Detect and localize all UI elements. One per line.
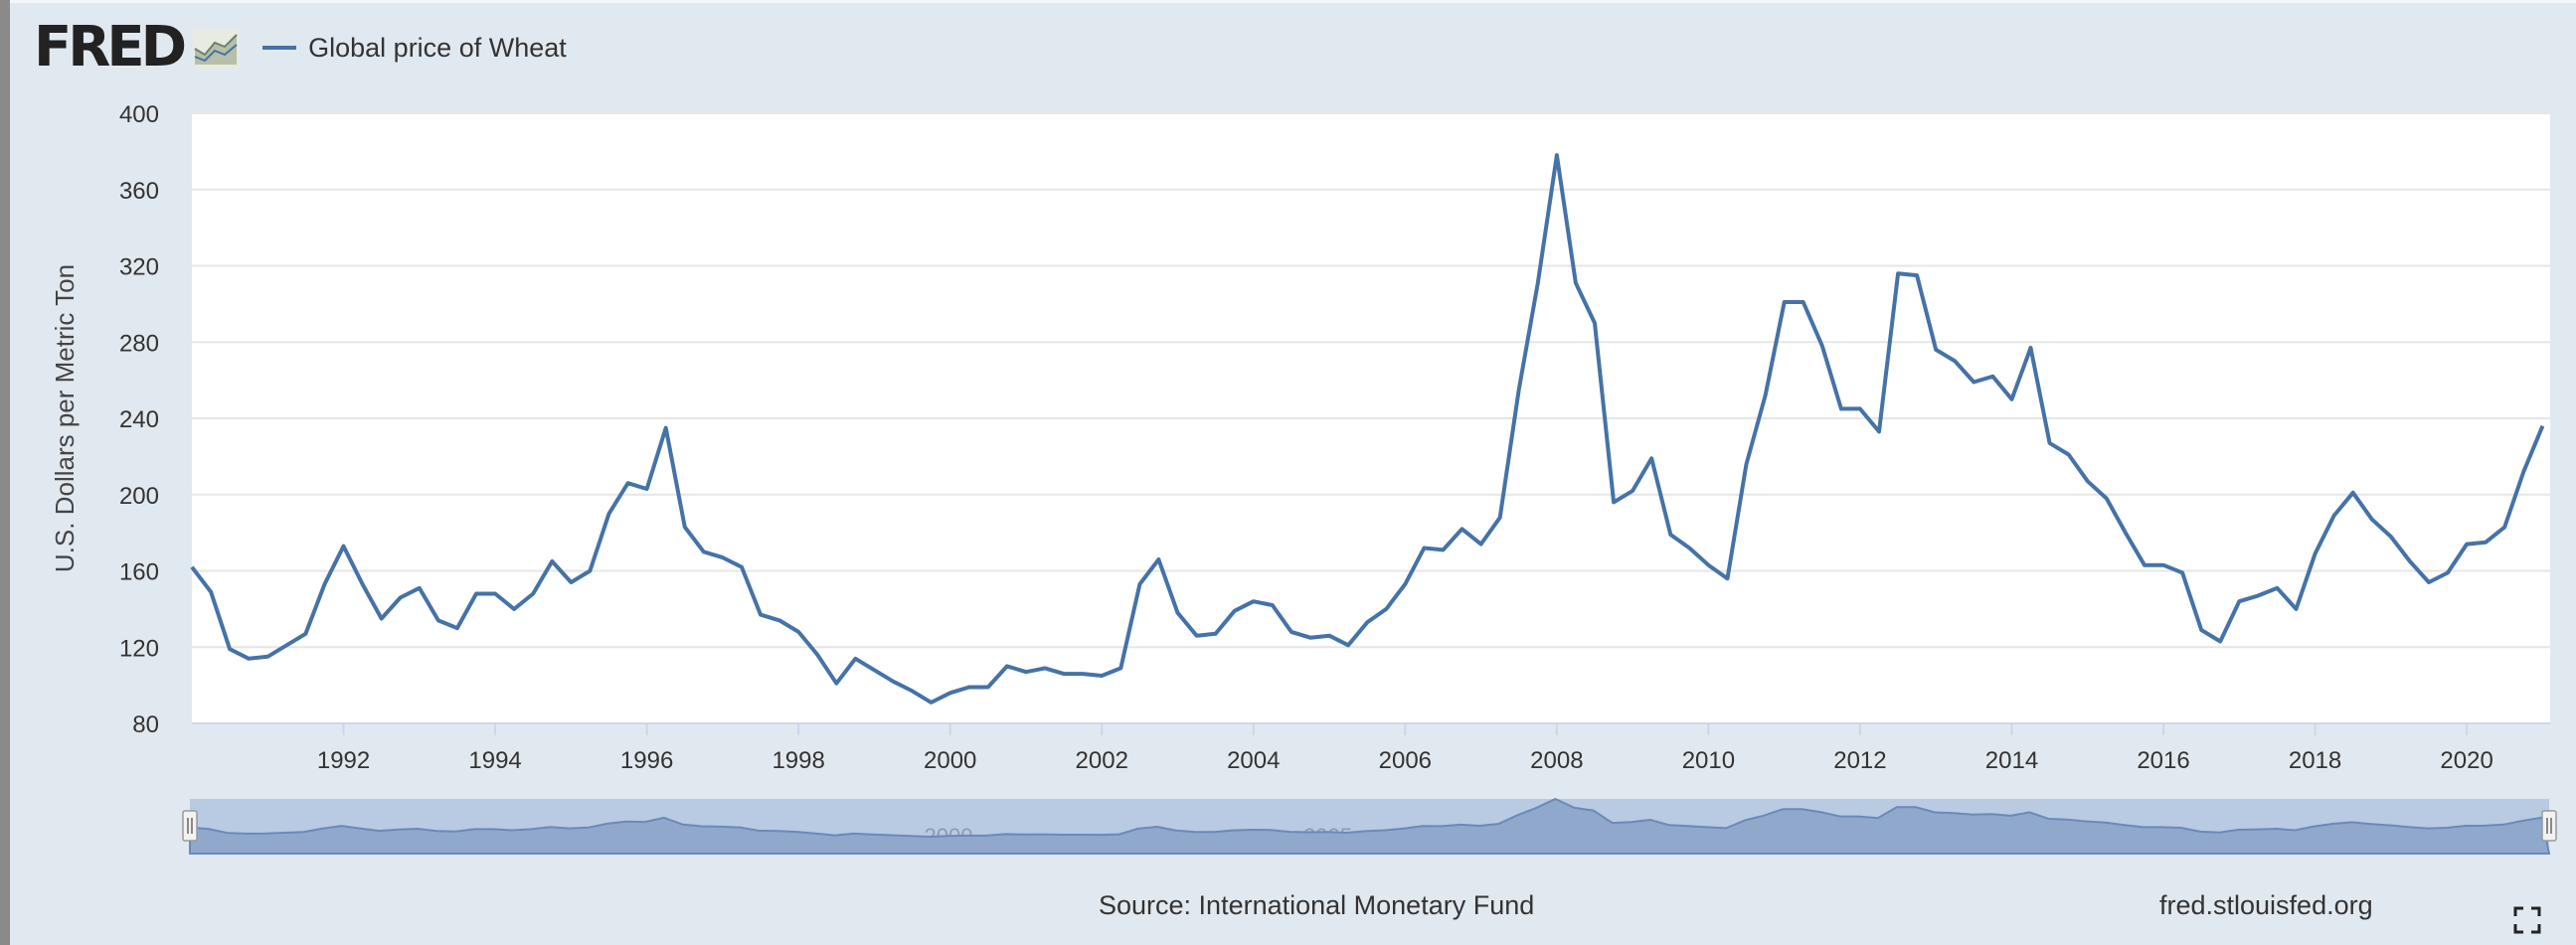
y-tick-label: 200 [119, 483, 159, 510]
x-tick-label: 2012 [1833, 747, 1886, 774]
x-tick-label: 2016 [2137, 747, 2189, 774]
chart-header: FRED Global price of Wheat [34, 18, 567, 78]
x-tick-label: 2000 [924, 747, 976, 774]
y-tick-label: 160 [119, 559, 159, 586]
y-tick-label: 240 [119, 406, 159, 433]
x-tick-label: 2020 [2440, 747, 2492, 774]
x-tick-label: 1998 [772, 747, 824, 774]
legend-label: Global price of Wheat [308, 32, 567, 63]
x-tick-label: 2010 [1682, 747, 1735, 774]
grid-lines [192, 112, 2550, 724]
window-left-edge [0, 0, 10, 945]
source-note: Source: International Monetary Fund [1099, 890, 1535, 920]
x-tick-label: 2002 [1076, 747, 1128, 774]
y-axis-label: U.S. Dollars per Metric Ton [50, 264, 80, 572]
x-tick-label: 2008 [1530, 747, 1583, 774]
x-tick-label: 2018 [2289, 747, 2341, 774]
fred-logo[interactable]: FRED [34, 15, 187, 79]
navigator-handle-left[interactable] [182, 810, 198, 842]
x-axis-ticks: 1992 1994 1996 1998 2000 2002 2004 2006 2008 2010… [317, 723, 2493, 774]
y-tick-label: 280 [119, 330, 159, 357]
navigator-handle-right[interactable] [2541, 810, 2557, 842]
y-axis-ticks: 80 120 160 200 240 280 320 360 400 [119, 101, 159, 738]
y-tick-label: 400 [119, 101, 159, 128]
site-link[interactable]: fred.stlouisfed.org [2159, 890, 2373, 920]
chart-line-icon [193, 29, 240, 69]
x-tick-label: 1996 [620, 747, 673, 774]
navigator[interactable]: 199520002005201020152020 [182, 797, 2557, 855]
legend-swatch [262, 46, 297, 50]
y-tick-label: 320 [119, 254, 159, 281]
x-tick-label: 1994 [468, 747, 521, 774]
fullscreen-icon[interactable] [2513, 906, 2541, 934]
x-tick-label: 2006 [1379, 747, 1432, 774]
x-tick-label: 2004 [1227, 747, 1280, 774]
x-tick-label: 1992 [317, 747, 370, 774]
legend[interactable]: Global price of Wheat [262, 33, 567, 64]
navigator-series-area [189, 797, 2551, 855]
y-tick-label: 360 [119, 178, 159, 205]
window-top-edge [10, 0, 2576, 3]
series-line [190, 153, 2545, 705]
y-tick-label: 120 [119, 635, 159, 662]
y-tick-label: 80 [132, 711, 159, 738]
x-tick-label: 2014 [1985, 747, 2038, 774]
